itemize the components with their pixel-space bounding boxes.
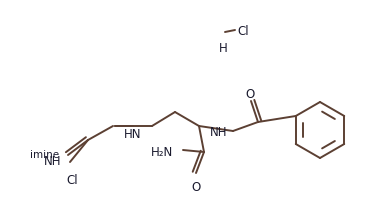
Text: O: O [245,88,255,101]
Text: NH: NH [210,125,227,138]
Text: H₂N: H₂N [151,146,173,159]
Text: H: H [219,42,227,55]
Text: Cl: Cl [66,174,78,187]
Text: O: O [191,181,201,194]
Text: imine: imine [30,150,59,160]
Text: Cl: Cl [237,25,249,38]
Text: HN: HN [124,127,142,140]
Text: NH: NH [43,155,61,168]
